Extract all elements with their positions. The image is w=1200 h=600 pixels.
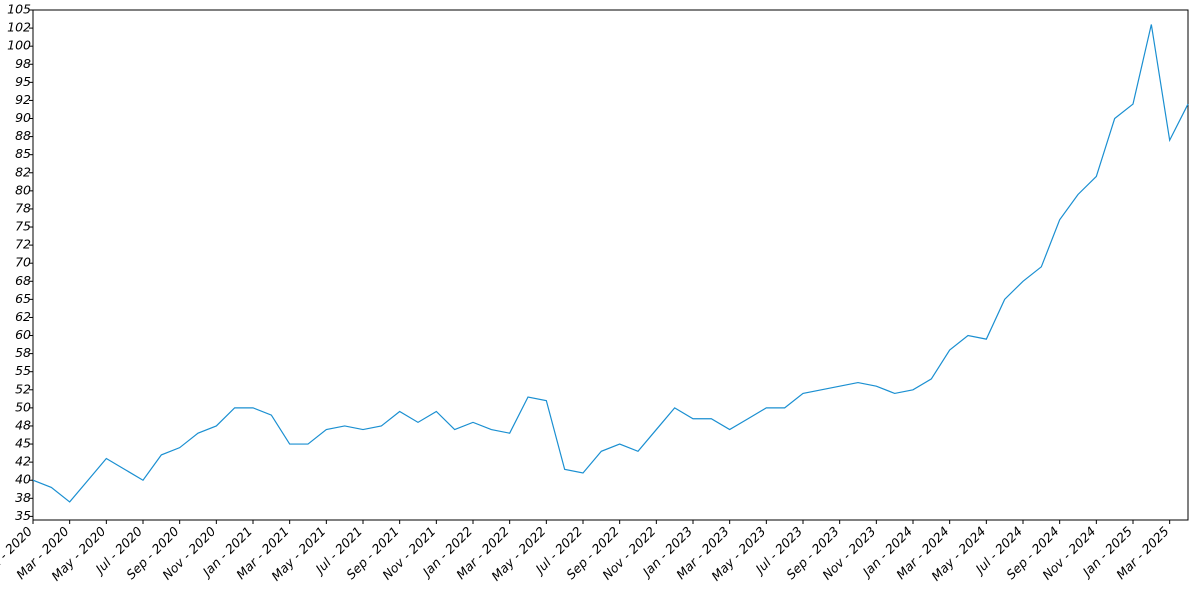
y-tick-label: 92 xyxy=(15,92,31,107)
y-tick-label: 72 xyxy=(15,237,31,252)
y-tick-label: 80 xyxy=(15,182,31,197)
y-tick-label: 70 xyxy=(15,255,31,270)
y-tick-label: 42 xyxy=(15,454,31,469)
y-tick-label: 38 xyxy=(15,490,31,505)
y-tick-label: 68 xyxy=(15,273,31,288)
y-tick-label: 62 xyxy=(15,309,31,324)
y-tick-label: 75 xyxy=(15,219,31,234)
y-tick-label: 55 xyxy=(15,363,31,378)
y-tick-label: 58 xyxy=(15,345,31,360)
y-tick-label: 48 xyxy=(15,417,31,432)
plot-frame xyxy=(32,9,1189,521)
y-tick-label: 102 xyxy=(7,20,31,35)
y-tick-label: 95 xyxy=(15,74,31,89)
y-tick-label: 60 xyxy=(15,327,31,342)
price-line xyxy=(32,24,1189,503)
y-tick-label: 45 xyxy=(15,436,31,451)
y-tick-label: 40 xyxy=(15,472,31,487)
y-tick-label: 105 xyxy=(7,2,31,17)
y-tick-label: 98 xyxy=(15,56,31,71)
y-tick-label: 50 xyxy=(15,399,31,414)
y-tick-label: 100 xyxy=(7,38,31,53)
y-tick-label: 52 xyxy=(15,381,31,396)
y-tick-label: 78 xyxy=(15,200,31,215)
y-tick-label: 35 xyxy=(15,508,31,523)
y-tick-label: 85 xyxy=(15,146,31,161)
y-tick-label: 82 xyxy=(15,164,31,179)
y-tick-label: 65 xyxy=(15,291,31,306)
y-tick-label: 88 xyxy=(15,128,31,143)
y-tick-label: 90 xyxy=(15,110,31,125)
